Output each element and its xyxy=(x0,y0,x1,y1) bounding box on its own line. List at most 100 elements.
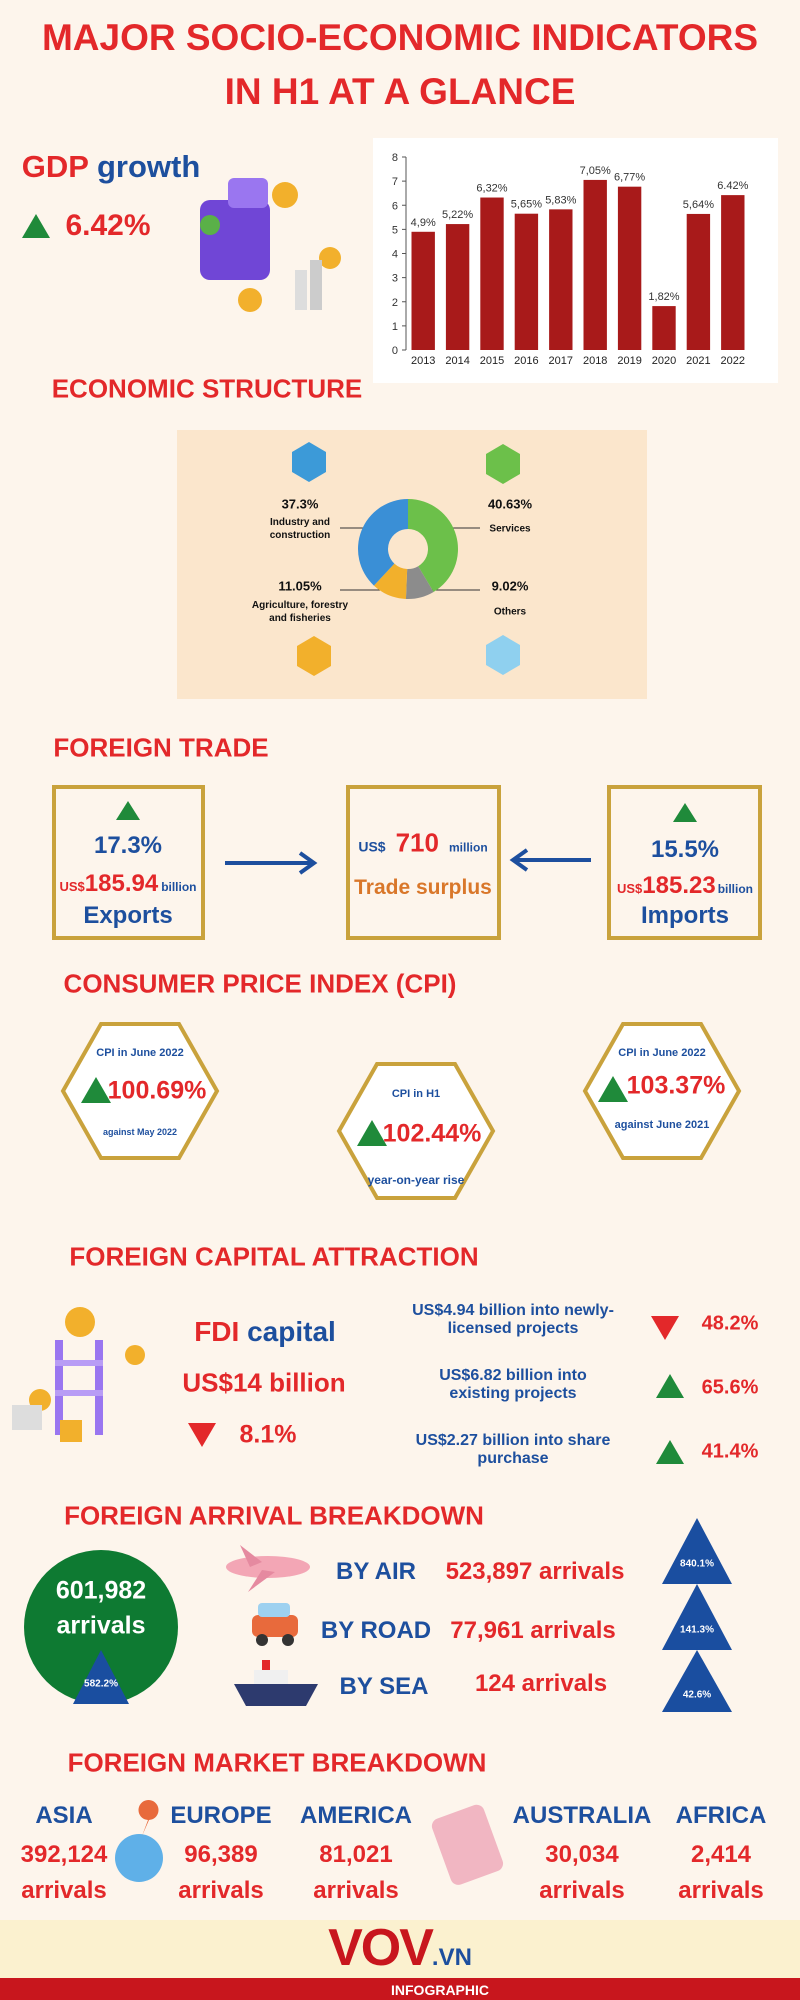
change-triangle xyxy=(662,1518,732,1584)
arrow-left xyxy=(509,848,591,872)
up-triangle xyxy=(598,1076,628,1102)
fdi-item-change: 41.4% xyxy=(701,1440,759,1463)
region-unit: arrivals xyxy=(21,1877,107,1904)
x-tick-label: 2013 xyxy=(411,355,435,367)
cpi-note: against June 2021 xyxy=(614,1119,710,1131)
amount: 185.94 xyxy=(84,870,159,897)
total-circle xyxy=(24,1550,178,1704)
region-count: 392,124 xyxy=(20,1841,108,1868)
bar xyxy=(549,209,573,350)
donut-segment xyxy=(373,563,408,599)
region-name: EUROPE xyxy=(170,1802,272,1829)
up-triangle xyxy=(81,1077,111,1103)
bar xyxy=(617,186,642,350)
segment-value: 11.05% xyxy=(278,578,322,594)
mode-change: 42.6% xyxy=(682,1689,712,1701)
section-title: CONSUMER PRICE INDEX (CPI) xyxy=(63,968,457,999)
section-title: ECONOMIC STRUCTURE xyxy=(51,373,363,404)
cpi-hexagon xyxy=(336,1062,496,1200)
fdi-amount: US$14 billion xyxy=(182,1367,346,1398)
x-tick-label: 2021 xyxy=(686,355,710,367)
agriculture-icon xyxy=(297,636,331,676)
segment-value: 40.63% xyxy=(487,496,533,512)
unit: billion xyxy=(717,882,754,896)
services-icon xyxy=(486,444,520,484)
region-count: 30,034 xyxy=(545,1841,619,1868)
cpi-value: 100.69% xyxy=(107,1076,207,1105)
bar xyxy=(445,224,470,350)
mode-change: 840.1% xyxy=(680,1558,714,1570)
footer-band xyxy=(0,1920,800,1978)
import-amount: US$ 185.23 billion xyxy=(617,872,753,900)
arrow-right xyxy=(225,851,318,875)
imports-label: Imports xyxy=(640,902,730,929)
cpi-hexagon xyxy=(60,1022,220,1160)
section-title: FOREIGN TRADE xyxy=(53,732,269,763)
region-unit: arrivals xyxy=(178,1877,264,1904)
y-tick-label: 7 xyxy=(392,176,398,188)
cpi-note: year-on-year rise xyxy=(367,1173,465,1187)
x-tick-label: 2018 xyxy=(583,355,607,367)
bar xyxy=(411,231,435,350)
logo-suffix: .VN xyxy=(431,1944,472,1971)
y-tick-label: 0 xyxy=(392,345,398,357)
up-triangle xyxy=(116,801,140,820)
value-label: 5,83% xyxy=(545,194,576,206)
export-amount: US$ 185.94 billion xyxy=(59,870,196,898)
bar xyxy=(583,179,607,350)
industry-icon xyxy=(292,442,326,482)
currency: US$ xyxy=(59,879,85,894)
exports-label: Exports xyxy=(83,902,173,929)
value-label: 6,77% xyxy=(614,172,645,184)
region-count: 81,021 xyxy=(319,1841,393,1868)
fdi-item: US$2.27 billion into share purchase xyxy=(415,1432,611,1467)
fdi-item: US$4.94 billion into newly-licensed proj… xyxy=(412,1302,614,1337)
x-tick-label: 2022 xyxy=(721,355,745,367)
gdp-value: 6.42% xyxy=(65,209,151,242)
region-name: AMERICA xyxy=(300,1802,412,1829)
value-label: 4,9% xyxy=(411,217,436,229)
mode-change: 141.3% xyxy=(680,1624,714,1636)
bar xyxy=(721,195,745,350)
donut-segment xyxy=(357,499,408,586)
cpi-value: 103.37% xyxy=(626,1071,726,1100)
value-label: 6.42% xyxy=(717,180,748,192)
total-unit: arrivals xyxy=(56,1611,146,1640)
bar xyxy=(480,197,504,350)
surplus-label: Trade surplus xyxy=(354,876,492,899)
section-title: FOREIGN CAPITAL ATTRACTION xyxy=(69,1241,479,1272)
up-triangle xyxy=(357,1120,387,1146)
amount: 710 xyxy=(395,827,439,858)
mode-count: 77,961 arrivals xyxy=(450,1617,616,1644)
change-triangle xyxy=(73,1650,129,1704)
cpi-hexagon xyxy=(582,1022,742,1160)
y-tick-label: 3 xyxy=(392,273,398,285)
exports-box xyxy=(52,785,205,940)
x-tick-label: 2020 xyxy=(652,355,676,367)
mode: BY AIR xyxy=(335,1558,417,1585)
cpi-value: 102.44% xyxy=(382,1119,482,1148)
value-label: 7,05% xyxy=(580,165,611,177)
fdi-item-change: 48.2% xyxy=(701,1312,759,1335)
x-tick-label: 2017 xyxy=(549,355,573,367)
gdp-label: GDP growth xyxy=(22,149,201,185)
segment-label: Services xyxy=(489,523,531,535)
fdi-word: FDI xyxy=(194,1316,240,1347)
region-unit: arrivals xyxy=(678,1877,764,1904)
section-title: FOREIGN MARKET BREAKDOWN xyxy=(67,1747,487,1778)
title: MAJOR SOCIO-ECONOMIC INDICATORS xyxy=(41,17,759,58)
up-triangle xyxy=(673,803,697,822)
value-label: 5,22% xyxy=(442,209,473,221)
donut-segment xyxy=(408,499,458,592)
cpi-label: CPI in June 2022 xyxy=(618,1047,706,1059)
down-triangle xyxy=(188,1423,216,1447)
passport-icon xyxy=(431,1804,504,1885)
segment-value: 37.3% xyxy=(281,496,319,512)
donut-segment xyxy=(405,566,434,600)
import-change: 15.5% xyxy=(650,836,720,863)
mode-count: 124 arrivals xyxy=(474,1670,608,1697)
others-icon xyxy=(486,635,520,675)
growth-word: growth xyxy=(96,149,201,184)
mode-count: 523,897 arrivals xyxy=(445,1558,625,1585)
y-tick-label: 2 xyxy=(392,297,398,309)
